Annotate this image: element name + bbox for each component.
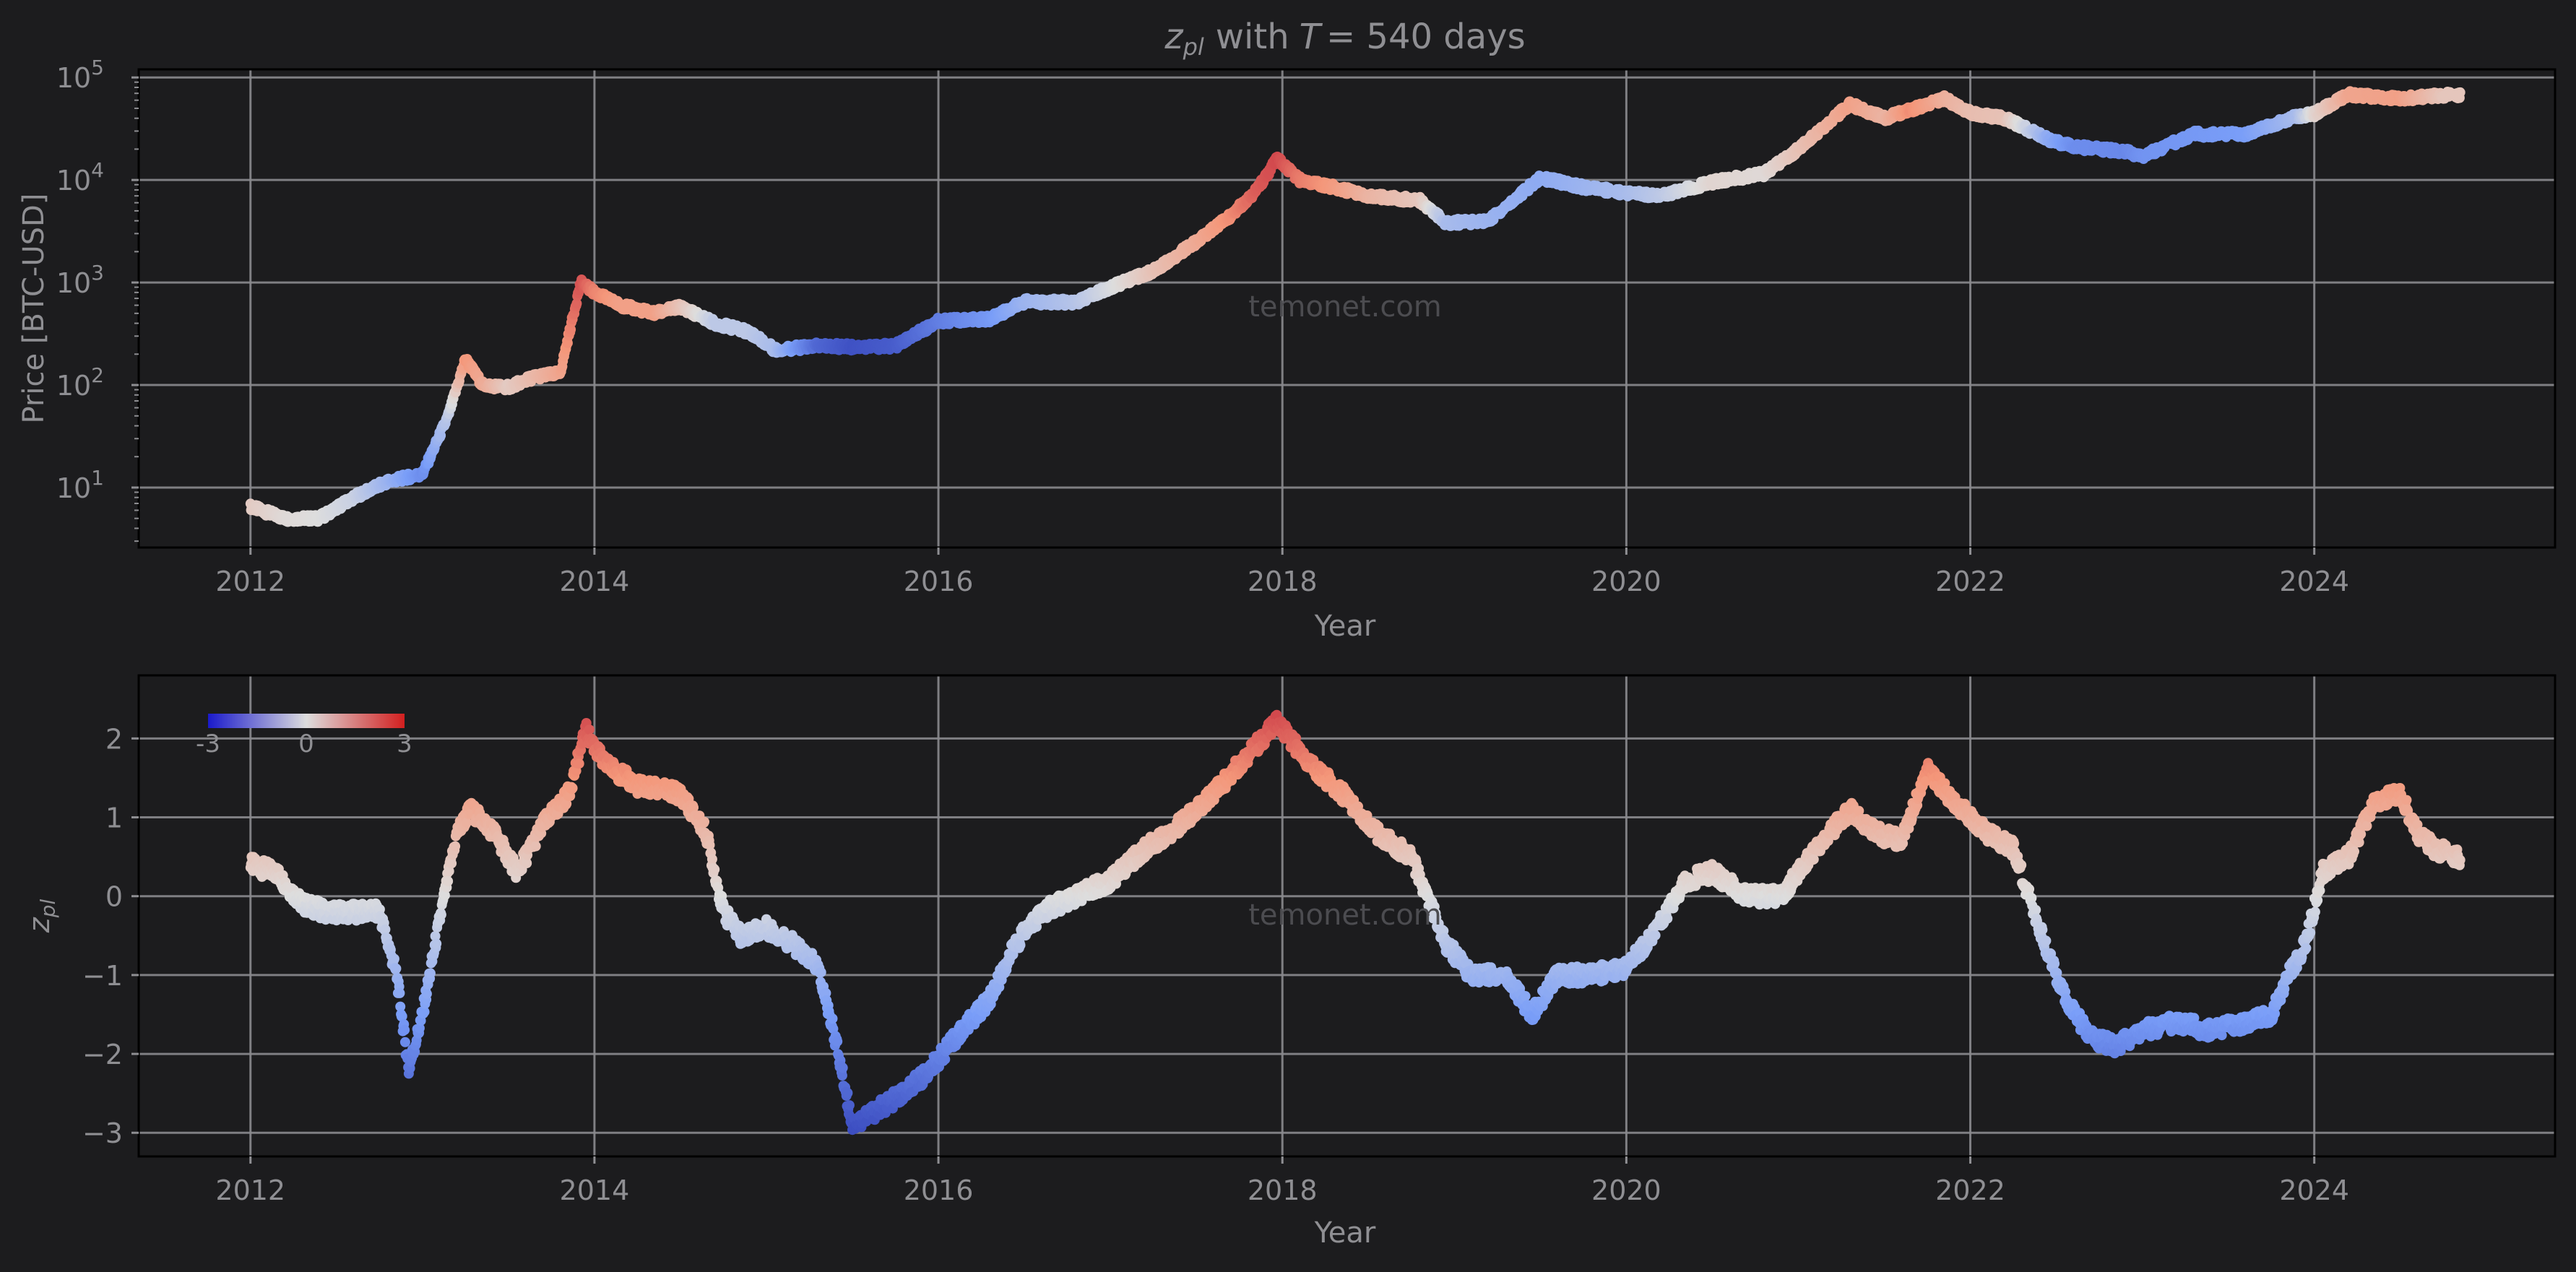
figure-title: zpl with T = 540 days bbox=[1164, 17, 1525, 61]
z-point bbox=[574, 758, 584, 769]
z-point bbox=[443, 876, 454, 886]
z-point bbox=[399, 1024, 410, 1035]
z-point bbox=[567, 783, 578, 794]
z-point bbox=[421, 988, 432, 999]
price-watermark: temonet.com bbox=[1248, 290, 1442, 324]
z-point bbox=[436, 909, 446, 920]
z-point bbox=[709, 864, 720, 875]
price-x-tick-label: 2012 bbox=[215, 566, 285, 597]
title-T: T bbox=[1300, 17, 1323, 57]
z-point bbox=[446, 858, 457, 869]
z-point bbox=[450, 841, 461, 852]
price-x-tick-label: 2020 bbox=[1591, 566, 1661, 597]
price-x-label: Year bbox=[1314, 610, 1376, 643]
z-point bbox=[837, 1063, 848, 1073]
z-point bbox=[706, 854, 717, 865]
title-var-sub: pl bbox=[1183, 33, 1204, 61]
price-x-tick-label: 2016 bbox=[904, 566, 974, 597]
z-point bbox=[530, 841, 541, 852]
price-x-tick-label: 2018 bbox=[1248, 566, 1318, 597]
z-point bbox=[389, 953, 399, 964]
z-point bbox=[399, 1037, 410, 1047]
title-var: z bbox=[1164, 17, 1184, 57]
z-point bbox=[391, 963, 402, 974]
price-point bbox=[2455, 87, 2465, 98]
title-with: with bbox=[1216, 17, 1289, 57]
z-point bbox=[431, 938, 442, 949]
price-axes: 2012 2014 2016 2018 2020 2022 2024 10110210310… bbox=[17, 56, 2556, 643]
z-point bbox=[425, 968, 436, 979]
price-points bbox=[245, 86, 2465, 527]
z-point bbox=[832, 1036, 843, 1047]
price-x-tick-label: 2024 bbox=[2279, 566, 2349, 597]
price-y-label: Price [BTC-USD] bbox=[17, 194, 51, 424]
z-point bbox=[816, 967, 826, 978]
z-point bbox=[394, 987, 405, 998]
price-x-tick-label: 2014 bbox=[560, 566, 630, 597]
z-point bbox=[842, 1088, 853, 1099]
title-rest: = 540 days bbox=[1326, 17, 1526, 57]
z-point bbox=[699, 816, 709, 827]
z-point bbox=[844, 1100, 855, 1111]
price-point bbox=[562, 337, 573, 348]
price-x-tick-label: 2022 bbox=[1935, 566, 2005, 597]
z-point bbox=[827, 1013, 838, 1024]
price-grid bbox=[139, 69, 2555, 548]
price-point bbox=[571, 298, 582, 309]
z-point bbox=[584, 724, 595, 735]
